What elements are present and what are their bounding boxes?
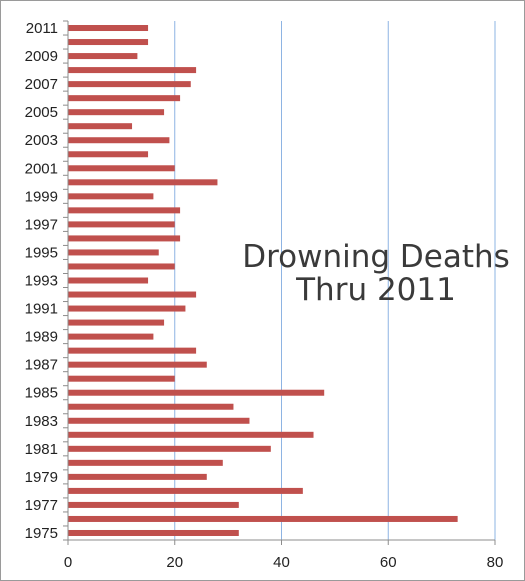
bar-1995	[68, 249, 159, 256]
bar-1985	[68, 389, 325, 396]
y-tick-label-1991: 1991	[25, 301, 58, 318]
bar-1997	[68, 221, 175, 228]
bar-1998	[68, 207, 181, 214]
bar-2008	[68, 67, 197, 74]
y-tick-label-2007: 2007	[25, 76, 58, 93]
y-tick-label-2009: 2009	[25, 48, 58, 65]
bar-1983	[68, 417, 250, 424]
bar-1978	[68, 487, 303, 494]
bar-2005	[68, 109, 165, 116]
bar-1987	[68, 361, 207, 368]
y-tick-label-2001: 2001	[25, 160, 58, 177]
bar-1982	[68, 431, 314, 438]
chart-title-line-2: Thru 2011	[296, 272, 456, 308]
x-tick-label-20: 20	[166, 554, 183, 571]
x-tick-label-60: 60	[380, 554, 397, 571]
bar-1996	[68, 235, 181, 242]
bar-1980	[68, 459, 223, 466]
bar-2001	[68, 165, 175, 172]
bar-1981	[68, 445, 271, 452]
bar-1975	[68, 529, 239, 536]
y-tick-label-1975: 1975	[25, 525, 58, 542]
y-tick-label-2003: 2003	[25, 132, 58, 149]
y-tick-label-1985: 1985	[25, 385, 58, 402]
bar-2000	[68, 179, 218, 186]
bar-1989	[68, 333, 154, 340]
x-tick-label-0: 0	[64, 554, 72, 571]
bar-2009	[68, 53, 138, 60]
bar-1977	[68, 501, 239, 508]
bar-1986	[68, 375, 175, 382]
y-tick-label-1995: 1995	[25, 244, 58, 261]
bar-2007	[68, 81, 191, 88]
y-tick-label-1997: 1997	[25, 216, 58, 233]
y-tick-label-1981: 1981	[25, 441, 58, 458]
y-tick-label-1999: 1999	[25, 188, 58, 205]
bar-1979	[68, 473, 207, 480]
bar-2010	[68, 39, 149, 46]
bar-2003	[68, 137, 170, 144]
bar-1988	[68, 347, 197, 354]
y-tick-label-1983: 1983	[25, 413, 58, 430]
bar-1984	[68, 403, 234, 410]
bar-1990	[68, 319, 165, 326]
y-tick-label-1979: 1979	[25, 469, 58, 486]
x-tick-label-40: 40	[273, 554, 290, 571]
bar-1994	[68, 263, 175, 270]
y-tick-label-2011: 2011	[26, 20, 58, 37]
y-tick-label-2005: 2005	[25, 104, 58, 121]
y-tick-label-1989: 1989	[25, 329, 58, 346]
bar-2011	[68, 25, 149, 32]
bar-2004	[68, 123, 133, 130]
bar-1991	[68, 305, 186, 312]
bar-1993	[68, 277, 149, 284]
x-tick-label-80: 80	[487, 554, 504, 571]
y-tick-label-1993: 1993	[25, 273, 58, 290]
bar-1999	[68, 193, 154, 200]
bar-1992	[68, 291, 197, 298]
bar-1976	[68, 515, 458, 522]
y-tick-label-1977: 1977	[25, 497, 58, 514]
y-tick-label-1987: 1987	[25, 357, 58, 374]
bar-2002	[68, 151, 149, 158]
bar-2006	[68, 95, 181, 102]
chart-title-line-1: Drowning Deaths	[242, 239, 510, 275]
chart-title: Drowning Deaths Thru 2011	[241, 241, 511, 307]
